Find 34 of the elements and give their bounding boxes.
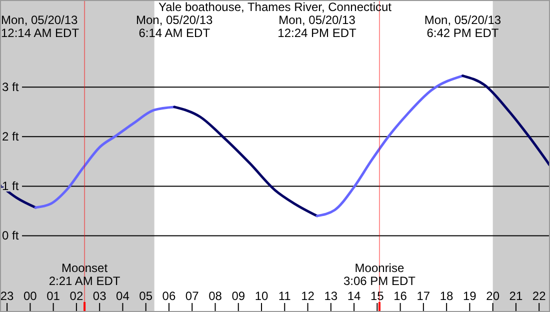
x-tick-label: 21 <box>509 289 523 303</box>
y-tick-label: 3 ft <box>2 80 20 94</box>
x-tick-label: 12 <box>301 289 315 303</box>
x-tick-label: 07 <box>185 289 200 303</box>
x-tick-label: 04 <box>116 289 130 303</box>
annotation: Mon, 05/20/13 6:14 AM EDT <box>136 13 214 40</box>
x-tick-label: 02 <box>70 289 84 303</box>
ref-line-label: Moonset 2:21 AM EDT <box>48 261 121 288</box>
x-tick-label: 18 <box>440 289 454 303</box>
x-tick-label: 05 <box>139 289 153 303</box>
x-tick-label: 10 <box>254 289 268 303</box>
x-tick-label: 20 <box>486 289 500 303</box>
x-tick-label: 00 <box>24 289 38 303</box>
x-tick-label: 15 <box>370 289 384 303</box>
x-tick-label: 11 <box>278 289 292 303</box>
x-tick-label: 13 <box>324 289 338 303</box>
x-tick-label: 09 <box>232 289 246 303</box>
x-tick-label: 17 <box>416 289 430 303</box>
x-tick-label: 23 <box>0 289 14 303</box>
x-tick-label: 19 <box>463 289 477 303</box>
chart-title: Yale boathouse, Thames River, Connecticut <box>158 0 392 14</box>
x-tick-label: 16 <box>394 289 408 303</box>
x-tick-label: 08 <box>208 289 222 303</box>
x-tick-label: 03 <box>92 289 107 303</box>
annotation: Mon, 05/20/13 12:14 AM EDT <box>1 13 80 40</box>
x-tick-label: 06 <box>162 289 176 303</box>
annotation: Mon, 05/20/13 6:42 PM EDT <box>424 13 502 40</box>
annotation: Mon, 05/20/13 12:24 PM EDT <box>278 13 358 40</box>
ref-line-label: Moonrise 3:06 PM EDT <box>343 261 416 288</box>
y-tick-label: 0 ft <box>2 228 20 243</box>
x-tick-label: 22 <box>532 289 546 303</box>
x-tick-label: 14 <box>347 289 362 303</box>
x-tick-label: 01 <box>46 289 60 303</box>
y-tick-label: 2 ft <box>2 130 20 144</box>
